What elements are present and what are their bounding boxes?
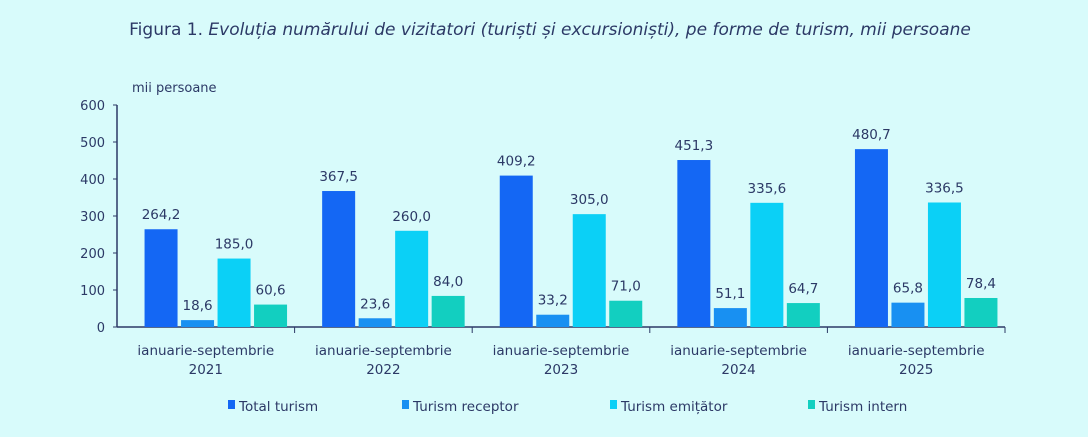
y-tick-label: 0 <box>97 321 105 336</box>
data-label: 305,0 <box>570 192 609 208</box>
x-tick-label-year: 2022 <box>366 362 400 378</box>
legend-swatch <box>228 400 235 409</box>
bar-turism-receptor <box>536 314 570 327</box>
y-axis-label: mii persoane <box>132 81 217 96</box>
x-tick-label: ianuarie-septembrie <box>493 343 630 359</box>
y-tick-label: 600 <box>80 99 105 114</box>
data-label: 51,1 <box>715 286 745 302</box>
bar-total-turism <box>144 229 178 327</box>
bar-total-turism <box>677 160 711 327</box>
data-label: 71,0 <box>611 279 641 295</box>
data-label: 264,2 <box>142 207 181 223</box>
bar-turism-emițător <box>927 202 961 327</box>
data-label: 367,5 <box>319 169 358 185</box>
data-label: 84,0 <box>433 274 463 290</box>
bar-turism-intern <box>431 295 465 327</box>
legend-swatch <box>610 400 617 409</box>
bar-turism-receptor <box>181 320 215 327</box>
data-label: 65,8 <box>893 281 923 297</box>
x-tick-label-year: 2024 <box>721 362 755 378</box>
legend-label: Turism receptor <box>412 399 519 415</box>
legend-label: Total turism <box>238 399 318 415</box>
data-label: 60,6 <box>256 283 286 299</box>
x-tick-label: ianuarie-septembrie <box>670 343 807 359</box>
bar-total-turism <box>322 191 356 327</box>
data-label: 33,2 <box>538 293 568 309</box>
y-tick-label: 200 <box>80 247 105 262</box>
data-label: 335,6 <box>748 181 787 197</box>
chart-title: Figura 1. Evoluția numărului de vizitato… <box>0 20 1088 40</box>
figure-title: Evoluția numărului de vizitatori (turișt… <box>208 20 971 40</box>
bar-turism-intern <box>786 303 820 327</box>
data-label: 185,0 <box>215 237 254 253</box>
bar-turism-emițător <box>750 202 784 327</box>
data-label: 409,2 <box>497 154 536 170</box>
data-label: 451,3 <box>675 138 714 154</box>
bar-turism-intern <box>964 297 998 327</box>
bar-turism-receptor <box>358 318 392 327</box>
data-label: 18,6 <box>183 298 213 314</box>
y-tick-label: 500 <box>80 136 105 151</box>
x-tick-label-year: 2021 <box>189 362 223 378</box>
x-tick-label: ianuarie-septembrie <box>315 343 452 359</box>
data-label: 336,5 <box>925 180 964 196</box>
bar-turism-emițător <box>572 214 606 327</box>
bar-turism-receptor <box>713 308 747 327</box>
y-tick-label: 400 <box>80 173 105 188</box>
bar-total-turism <box>499 175 533 327</box>
legend-label: Turism intern <box>818 399 907 415</box>
bar-turism-receptor <box>891 302 925 327</box>
data-label: 480,7 <box>852 127 891 143</box>
bar-turism-intern <box>254 304 288 327</box>
y-tick-label: 300 <box>80 210 105 225</box>
figure-number: Figura 1. <box>129 20 204 40</box>
x-tick-label: ianuarie-septembrie <box>137 343 274 359</box>
y-tick-label: 100 <box>80 284 105 299</box>
bar-turism-emițător <box>395 230 429 327</box>
data-label: 78,4 <box>966 276 996 292</box>
data-label: 64,7 <box>788 281 818 297</box>
bar-turism-intern <box>609 300 643 327</box>
x-tick-label: ianuarie-septembrie <box>848 343 985 359</box>
data-label: 23,6 <box>360 296 390 312</box>
legend-swatch <box>808 400 815 409</box>
bar-total-turism <box>854 149 888 327</box>
data-label: 260,0 <box>392 209 431 225</box>
legend-swatch <box>402 400 409 409</box>
legend-label: Turism emițător <box>620 399 728 415</box>
x-tick-label-year: 2025 <box>899 362 933 378</box>
x-tick-label-year: 2023 <box>544 362 578 378</box>
bar-turism-emițător <box>217 258 251 327</box>
